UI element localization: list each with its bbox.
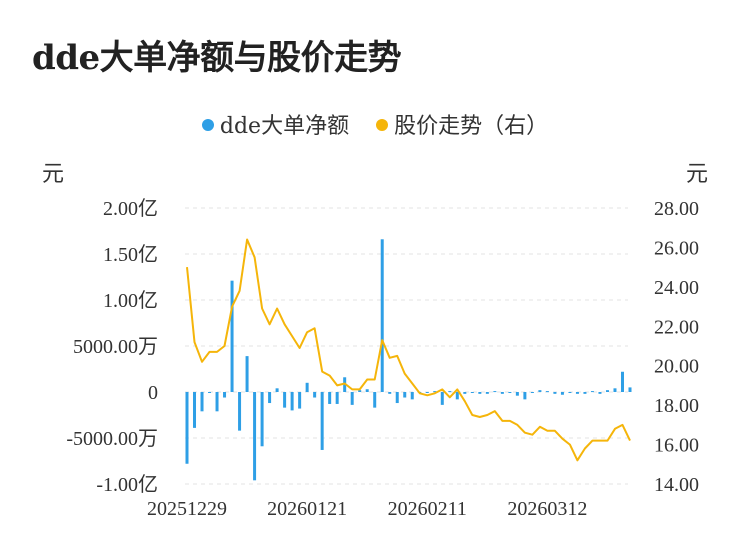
bar <box>358 390 362 392</box>
left-tick-label: -5000.00万 <box>66 428 158 450</box>
price-line <box>186 238 631 462</box>
bar <box>388 392 392 394</box>
bar <box>313 392 317 398</box>
legend-item-line[interactable]: 股价走势（右） <box>376 108 548 140</box>
x-tick-label: 20260121 <box>267 498 347 520</box>
bar <box>395 392 399 404</box>
legend: dde大单净额 股价走势（右） <box>0 108 750 140</box>
bar <box>283 392 287 408</box>
left-tick-label: 5000.00万 <box>73 336 158 358</box>
bar <box>373 392 377 408</box>
bar <box>455 392 459 400</box>
bar <box>298 392 302 409</box>
bar <box>545 391 549 393</box>
bar <box>598 392 602 394</box>
right-tick-label: 28.00 <box>654 198 699 220</box>
bar <box>193 392 197 428</box>
bar <box>185 392 189 464</box>
right-tick-label: 14.00 <box>654 474 699 496</box>
bar <box>508 392 512 393</box>
bar <box>215 392 219 412</box>
right-tick-label: 18.00 <box>654 395 699 417</box>
bar <box>290 392 294 411</box>
bar <box>440 392 444 405</box>
bar <box>253 392 257 481</box>
right-tick-label: 22.00 <box>654 316 699 338</box>
bar <box>305 382 309 392</box>
bar <box>200 392 204 412</box>
bar <box>515 392 519 396</box>
left-tick-label: 1.00亿 <box>103 289 158 312</box>
bar <box>245 356 249 392</box>
x-tick-label: 20251229 <box>147 498 227 520</box>
left-tick-label: 0 <box>148 382 158 404</box>
bar <box>320 392 324 450</box>
bar <box>230 280 234 392</box>
bar <box>613 388 617 392</box>
bar <box>238 392 242 431</box>
x-tick-label: 20260312 <box>507 498 587 520</box>
bar <box>500 392 504 394</box>
chart-title: dde大单净额与股价走势 <box>32 38 402 78</box>
bar <box>448 391 452 393</box>
bar <box>575 392 579 394</box>
bar <box>470 392 474 393</box>
bar <box>223 392 227 398</box>
legend-label-bars: dde大单净额 <box>219 114 350 139</box>
bar <box>485 392 489 394</box>
bar <box>380 239 384 392</box>
bar <box>530 392 534 393</box>
bar <box>208 392 212 393</box>
right-tick-label: 24.00 <box>654 277 699 299</box>
bar <box>478 392 482 394</box>
bar <box>425 392 429 393</box>
right-tick-label: 26.00 <box>654 237 699 259</box>
left-tick-label: -1.00亿 <box>96 473 158 496</box>
right-tick-label: 20.00 <box>654 356 699 378</box>
bar <box>523 392 527 400</box>
bar <box>268 392 272 404</box>
bar <box>328 392 332 404</box>
left-tick-label: 2.00亿 <box>103 197 158 220</box>
bar <box>365 389 369 392</box>
legend-dot-bars <box>201 119 214 131</box>
legend-dot-line <box>376 119 389 131</box>
legend-label-line: 股价走势（右） <box>394 114 549 139</box>
bar <box>493 391 497 393</box>
bar <box>335 392 339 404</box>
bar <box>260 392 264 447</box>
bar <box>433 391 437 393</box>
bar <box>463 392 467 394</box>
bar <box>350 392 354 405</box>
bar <box>275 388 279 392</box>
right-tick-label: 16.00 <box>654 435 699 457</box>
bar <box>403 392 407 398</box>
bar <box>538 390 542 392</box>
left-tick-label: 1.50亿 <box>103 243 158 266</box>
bar <box>568 392 572 393</box>
bar <box>560 392 564 395</box>
bar <box>590 391 594 393</box>
x-tick-label: 20260211 <box>388 498 467 520</box>
left-axis-unit: 元 <box>42 162 65 187</box>
bar <box>605 390 609 392</box>
bar <box>620 371 624 392</box>
bar <box>628 387 632 392</box>
bar <box>583 392 587 394</box>
bar <box>553 392 557 394</box>
legend-item-bars[interactable]: dde大单净额 <box>201 108 350 140</box>
right-axis-unit: 元 <box>685 162 708 187</box>
bar <box>410 392 414 400</box>
